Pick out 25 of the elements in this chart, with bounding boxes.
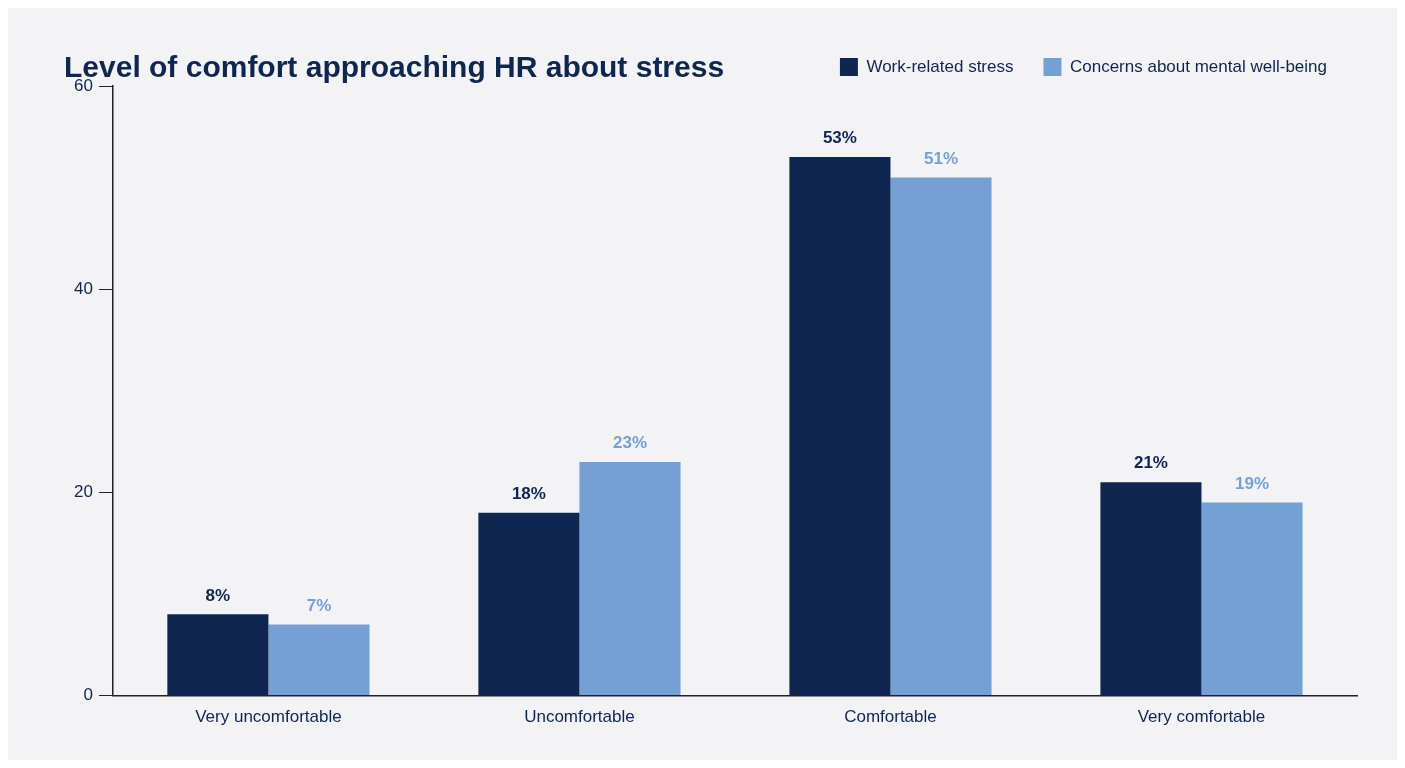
x-tick-label: Comfortable bbox=[844, 707, 937, 727]
data-label: 8% bbox=[205, 585, 231, 605]
x-tick-label: Very uncomfortable bbox=[195, 707, 342, 727]
bar bbox=[579, 461, 681, 696]
data-label: 53% bbox=[822, 128, 857, 148]
bar bbox=[478, 512, 580, 696]
data-label: 21% bbox=[1133, 453, 1168, 473]
data-label: 23% bbox=[612, 433, 647, 453]
bar bbox=[1100, 482, 1202, 696]
bar bbox=[167, 614, 269, 696]
x-tick-label: Uncomfortable bbox=[524, 707, 635, 727]
bar bbox=[1201, 502, 1303, 696]
data-label: 18% bbox=[511, 483, 546, 503]
data-label: 51% bbox=[923, 148, 959, 168]
y-tick-label: 20 bbox=[73, 482, 93, 502]
legend-label: Concerns about mental well-being bbox=[1069, 56, 1328, 76]
bar bbox=[268, 624, 370, 696]
x-tick-label: Very comfortable bbox=[1137, 707, 1266, 727]
bar bbox=[890, 177, 992, 696]
data-label: 19% bbox=[1235, 473, 1270, 493]
y-tick-label: 0 bbox=[83, 685, 93, 705]
bar bbox=[789, 157, 891, 696]
data-label: 7% bbox=[306, 595, 332, 615]
legend-label: Work-related stress bbox=[866, 56, 1014, 76]
y-tick-label: 40 bbox=[73, 278, 93, 298]
